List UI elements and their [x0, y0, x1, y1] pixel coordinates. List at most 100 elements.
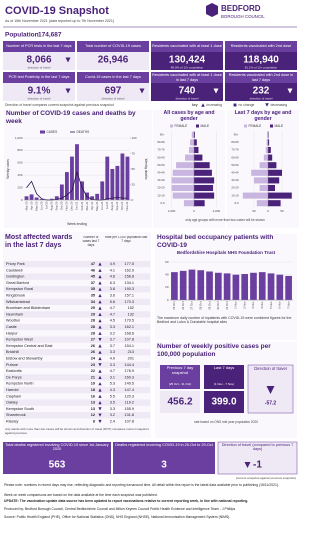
bar: [194, 177, 215, 184]
y2-tick-label: 75: [132, 151, 136, 155]
direction-arrow: [98, 407, 102, 411]
kpi-label-band: [77, 41, 149, 52]
x-tick-label: 1 Nov: [234, 301, 238, 309]
ward-value: 107.8: [124, 420, 134, 424]
direction-arrow: [139, 88, 145, 94]
bar: [179, 270, 187, 300]
ward-value: 176.9: [124, 369, 134, 373]
direction-arrow: [98, 356, 102, 361]
dot-key-item: no change: [239, 103, 255, 107]
bar: [194, 131, 195, 138]
x-tick-label: Oct-20: [60, 201, 64, 210]
table-row-band: [4, 336, 150, 343]
y2-axis-title: Weekly deaths: [144, 159, 148, 180]
x-tick-label: 4 Nov: [260, 301, 264, 309]
x-tick-label: 5 Nov: [269, 301, 273, 309]
direction-arrow: [265, 103, 269, 107]
rate-direction-value: -57.2: [265, 400, 277, 406]
ward-value: 201: [128, 357, 134, 361]
ward-cases: 29: [91, 306, 95, 310]
bar: [172, 192, 194, 199]
bar: [171, 272, 178, 300]
x-tick-label: Jun-20: [39, 201, 43, 210]
population-value: 174,687: [38, 32, 62, 39]
legend-swatch: [244, 124, 247, 128]
ward-value: 119.2: [125, 401, 134, 405]
footer-note-box: Produced by: Bedford Borough Council, Ce…: [4, 507, 235, 511]
bar: [59, 184, 64, 200]
bar: [259, 162, 268, 169]
x-tick-label: Nov-21: [125, 201, 129, 210]
bar: [250, 272, 257, 300]
y-tick-label: 10-19: [157, 193, 165, 197]
kpi-label-band: [77, 72, 149, 83]
direction-arrow: [98, 388, 102, 392]
rate-label-box: Previous 7 day snapshot: [167, 366, 193, 374]
direction-arrow: [98, 281, 102, 285]
y-tick-label: 60-69: [231, 155, 239, 159]
legend-label: CASES: [47, 130, 58, 134]
ward-cases: 28: [91, 325, 95, 329]
x-tick-label: Jul-21: [105, 201, 109, 209]
kpi-label-box: Covid-19 cases in the last 7 days: [85, 75, 141, 79]
deaths-label-box: Total deaths registered involving COVID-…: [5, 443, 109, 452]
bar: [223, 273, 231, 300]
ward-value: 144.4: [124, 363, 134, 367]
bar: [268, 200, 281, 207]
bar: [188, 269, 196, 300]
bar: [183, 200, 194, 207]
y-tick-label: 0: [21, 198, 23, 202]
x-tick-label: Nov-20: [65, 201, 69, 210]
ward-name: Priory Park: [6, 262, 25, 266]
deaths-label: Total deaths registered involving COVID-…: [5, 443, 109, 452]
ward-cases: 27: [91, 338, 95, 342]
bar: [194, 192, 215, 199]
ward-rate: 3.3: [110, 325, 115, 329]
kpi-label-band: [225, 41, 297, 52]
ward-value: 213: [128, 350, 134, 354]
bar: [266, 139, 268, 146]
ward-value: 154.1: [124, 344, 134, 348]
bar: [268, 146, 271, 154]
direction-arrow: [98, 319, 102, 323]
deaths-value: 563: [49, 460, 66, 471]
y-tick-label: 20-29: [231, 186, 239, 190]
bar: [259, 184, 268, 192]
direction-arrow: [213, 88, 219, 94]
ward-name: Newnham: [6, 312, 23, 316]
legend-swatch: [170, 124, 173, 128]
table-row-band: [4, 374, 150, 381]
kpi-label: Residents vaccinated with 2nd dose in la…: [228, 73, 294, 82]
ward-rate: 5.3: [110, 382, 115, 386]
footer-note-box: Source: Public Health England (PHE), Off…: [4, 515, 230, 519]
rate-period: (25 Oct - 31 Oct): [169, 382, 191, 386]
bar: [54, 196, 59, 200]
x-tick-label: 26 Oct: [181, 301, 185, 309]
kpi-value: 9.1%: [28, 86, 51, 97]
rate-value-tile: [160, 391, 200, 413]
kpi-value: 697: [105, 86, 122, 97]
direction-arrow: [98, 419, 102, 424]
kpi-note: 81.1% of 12+ population: [245, 65, 278, 69]
legend-swatch: [270, 124, 273, 128]
ward-cases: 26: [91, 344, 95, 348]
page: { "header": {"title": "COVID-19 Snapshot…: [3, 3, 298, 519]
ward-name: Oakley: [6, 401, 18, 405]
x-tick-label: Mar-20: [24, 201, 28, 210]
rate-note: rate based on ONS mid year population 20…: [194, 420, 258, 424]
y-tick-label: 80-89: [231, 140, 239, 144]
kpi-label: Residents vaccinated with at least 1 dos…: [152, 44, 222, 49]
y-tick-label: 90+: [234, 133, 239, 137]
direction-arrow: [98, 306, 102, 310]
bar: [125, 156, 130, 200]
rate-title: Number of weekly positive cases per 100,…: [157, 343, 271, 358]
x-tick-label: Feb-21: [80, 201, 84, 210]
footer-note-box: UPDATE: The vaccination update data sour…: [4, 499, 248, 503]
ward-value: 177.5: [124, 262, 134, 266]
x-tick-label: 6 Nov: [278, 301, 282, 309]
population-label: Population: [5, 32, 39, 39]
ward-rate: 4.9: [110, 262, 115, 266]
y-tick-label: 90+: [160, 133, 165, 137]
ward-value: 170.3: [124, 300, 134, 304]
logo-sub: BOROUGH COUNCIL: [221, 14, 265, 19]
